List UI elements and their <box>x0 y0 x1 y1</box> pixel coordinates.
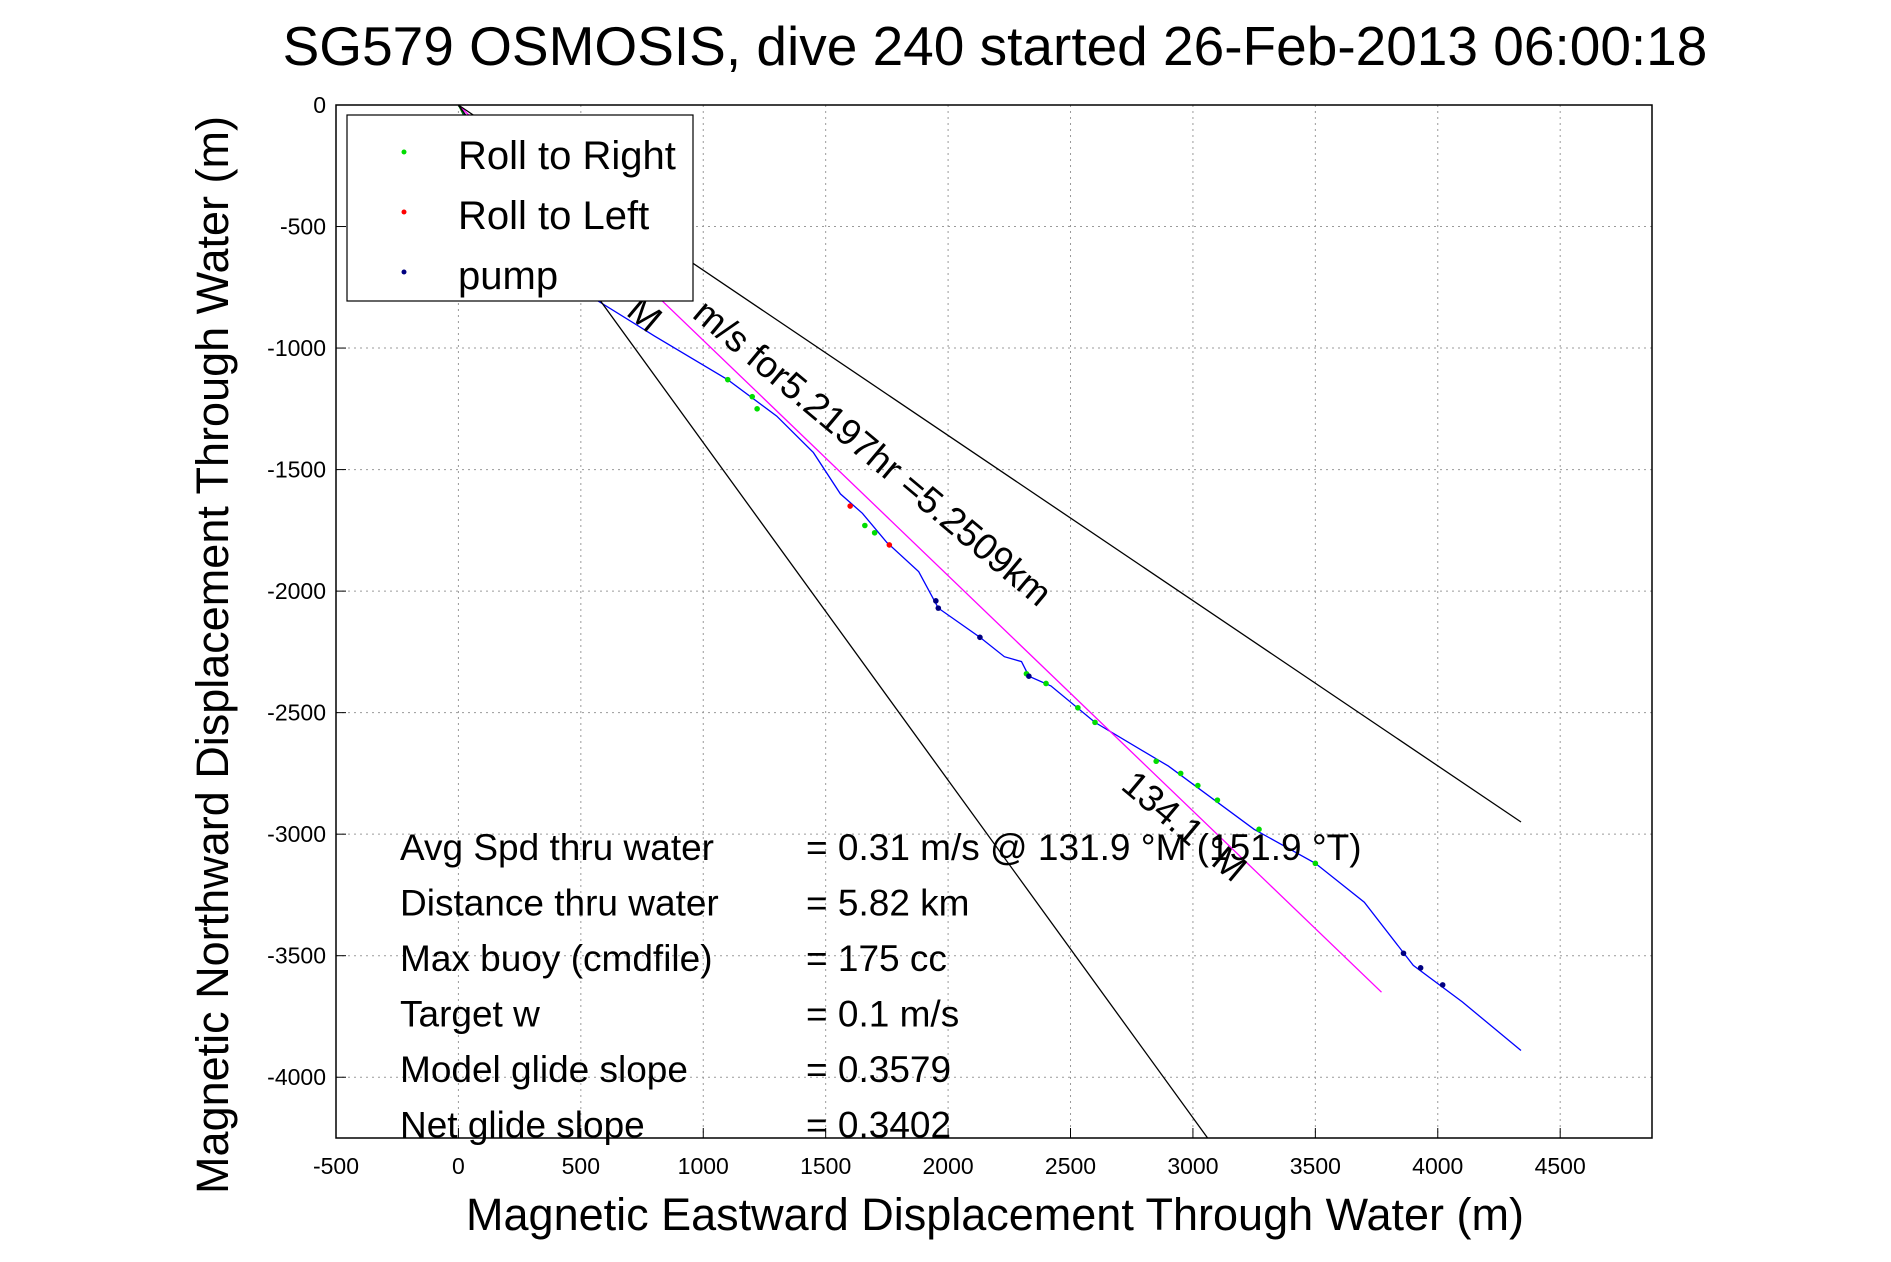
roll-right-point <box>1075 704 1081 711</box>
legend-marker <box>401 269 407 275</box>
y-tick-label: -4000 <box>267 1064 326 1090</box>
x-tick-label: 2000 <box>923 1153 974 1179</box>
x-tick-label: 1000 <box>678 1153 729 1179</box>
legend: Roll to Right Roll to Left pump <box>346 114 694 302</box>
y-tick-label: -1500 <box>267 457 326 483</box>
marker-layer <box>724 376 1446 988</box>
pump-point <box>1417 965 1424 971</box>
roll-right-point <box>1312 860 1319 867</box>
stat-label: Net glide slope <box>400 1105 645 1146</box>
pump-point <box>1400 950 1407 957</box>
roll-right-point <box>871 529 878 536</box>
roll-right-point <box>1256 826 1262 833</box>
pump-point <box>935 605 942 611</box>
stat-label: Model glide slope <box>400 1049 688 1090</box>
course-annotation: m/s for5.2197hr =5.2509km <box>686 291 1060 614</box>
stat-value: = 0.3402 <box>806 1105 951 1146</box>
x-tick-label: 3000 <box>1167 1153 1218 1179</box>
y-tick-label: -2500 <box>267 700 326 726</box>
x-tick-label: 4500 <box>1535 1153 1586 1179</box>
plot-frame <box>335 104 1653 1139</box>
roll-right-point <box>1092 719 1098 726</box>
roll-left-point <box>847 503 853 509</box>
pump-point <box>1026 673 1032 679</box>
tick-layer: -500 0 500 1000 1500 2000 2500 3000 3500 4000 4500… <box>267 92 1586 1179</box>
x-tick-label: 500 <box>562 1153 600 1179</box>
roll-right-point <box>1043 680 1049 687</box>
x-tick-label: 1500 <box>800 1153 851 1179</box>
y-axis-label: Magnetic Northward Displacement Through … <box>187 116 238 1194</box>
stat-label: Max buoy (cmdfile) <box>400 938 713 979</box>
legend-label: Roll to Right <box>458 134 676 178</box>
series-line-track <box>457 104 1522 1052</box>
legend-marker <box>401 209 407 215</box>
chart-title: SG579 OSMOSIS, dive 240 started 26-Feb-2… <box>283 15 1708 77</box>
y-tick-label: -2000 <box>267 578 326 604</box>
stat-label: Target w <box>400 994 540 1035</box>
roll-left-point <box>886 542 893 548</box>
stat-value: = 0.1 m/s <box>806 994 959 1035</box>
stat-value: = 5.82 km <box>806 883 970 924</box>
y-tick-label: -1000 <box>267 335 326 361</box>
y-tick-label: 0 <box>313 92 326 118</box>
stat-label: Distance thru water <box>400 883 719 924</box>
pump-point <box>933 598 939 604</box>
x-tick-label: -500 <box>313 1153 359 1179</box>
x-tick-label: 0 <box>452 1153 465 1179</box>
stat-label: Avg Spd thru water <box>400 827 714 868</box>
legend-marker <box>401 149 407 155</box>
roll-right-point <box>724 376 731 383</box>
stat-value: = 0.3579 <box>806 1049 951 1090</box>
legend-label: Roll to Left <box>458 194 649 238</box>
pump-point <box>1439 982 1446 988</box>
roll-right-point <box>862 522 868 529</box>
roll-right-point <box>1177 770 1184 777</box>
roll-right-point <box>754 406 760 412</box>
legend-label: pump <box>458 254 558 298</box>
y-tick-label: -3500 <box>267 943 326 969</box>
stat-value: = 175 cc <box>806 938 947 979</box>
x-tick-label: 4000 <box>1412 1153 1463 1179</box>
stat-value: = 0.31 m/s @ 131.9 °M (151.9 °T) <box>806 827 1362 868</box>
y-tick-label: -500 <box>280 214 326 240</box>
y-tick-label: -3000 <box>267 821 326 847</box>
x-tick-label: 2500 <box>1045 1153 1096 1179</box>
roll-right-point <box>749 393 756 400</box>
x-tick-label: 3500 <box>1290 1153 1341 1179</box>
x-axis-label: Magnetic Eastward Displacement Through W… <box>466 1189 1524 1240</box>
pump-point <box>977 634 983 641</box>
roll-right-point <box>1153 758 1160 765</box>
roll-right-point <box>1195 782 1201 789</box>
roll-right-point <box>1214 797 1221 803</box>
